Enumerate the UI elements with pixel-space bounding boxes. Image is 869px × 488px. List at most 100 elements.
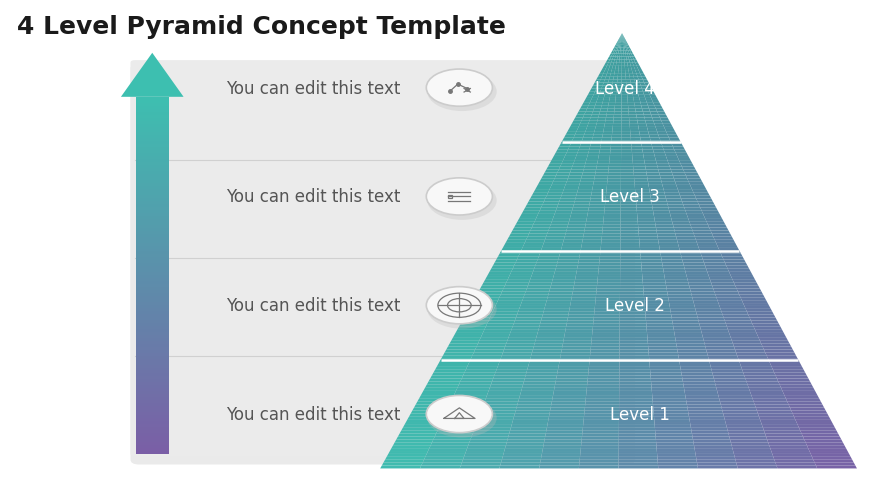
Polygon shape: [539, 179, 554, 182]
Polygon shape: [654, 225, 673, 228]
Polygon shape: [554, 211, 572, 214]
Polygon shape: [619, 329, 647, 332]
Polygon shape: [622, 37, 624, 40]
Polygon shape: [636, 89, 642, 92]
Polygon shape: [489, 315, 516, 318]
Polygon shape: [425, 385, 459, 387]
Polygon shape: [701, 257, 723, 260]
Polygon shape: [664, 130, 674, 133]
Polygon shape: [603, 81, 608, 83]
Polygon shape: [617, 40, 620, 43]
Polygon shape: [749, 318, 776, 321]
Polygon shape: [694, 454, 733, 457]
Polygon shape: [461, 376, 494, 379]
Polygon shape: [408, 413, 445, 416]
Polygon shape: [655, 162, 668, 164]
Polygon shape: [669, 306, 694, 309]
Polygon shape: [587, 373, 619, 376]
Polygon shape: [600, 109, 607, 112]
Polygon shape: [705, 347, 734, 350]
Polygon shape: [468, 361, 499, 364]
Polygon shape: [575, 272, 598, 274]
Polygon shape: [511, 269, 534, 272]
Polygon shape: [634, 109, 642, 112]
Polygon shape: [446, 347, 476, 350]
Polygon shape: [681, 167, 695, 170]
Polygon shape: [628, 118, 636, 121]
Bar: [136, 293, 169, 297]
Polygon shape: [567, 225, 585, 228]
Circle shape: [426, 287, 492, 324]
Polygon shape: [765, 353, 795, 356]
Polygon shape: [656, 451, 694, 454]
Polygon shape: [798, 428, 836, 431]
Polygon shape: [652, 118, 660, 121]
Text: Level 1: Level 1: [609, 405, 669, 423]
Bar: [136, 350, 169, 353]
Polygon shape: [674, 234, 693, 237]
Polygon shape: [541, 176, 555, 179]
Polygon shape: [614, 46, 617, 49]
Polygon shape: [607, 63, 611, 66]
Polygon shape: [746, 382, 779, 385]
Polygon shape: [567, 176, 581, 179]
Polygon shape: [628, 75, 633, 78]
Polygon shape: [616, 40, 619, 43]
Polygon shape: [629, 81, 634, 83]
Polygon shape: [693, 446, 732, 448]
Polygon shape: [577, 150, 588, 153]
Polygon shape: [619, 306, 644, 309]
Polygon shape: [686, 402, 720, 405]
Polygon shape: [634, 193, 650, 196]
Polygon shape: [734, 286, 759, 289]
Polygon shape: [647, 344, 676, 347]
Polygon shape: [741, 301, 766, 304]
Polygon shape: [653, 405, 687, 407]
Polygon shape: [506, 240, 526, 243]
Polygon shape: [423, 387, 457, 390]
Polygon shape: [729, 440, 767, 443]
Polygon shape: [559, 254, 580, 257]
Polygon shape: [696, 315, 723, 318]
Polygon shape: [476, 292, 501, 295]
Polygon shape: [612, 81, 617, 83]
Polygon shape: [541, 318, 567, 321]
Bar: [136, 160, 169, 163]
Polygon shape: [687, 280, 710, 283]
Polygon shape: [497, 364, 528, 367]
Polygon shape: [518, 254, 539, 257]
Polygon shape: [488, 318, 515, 321]
Polygon shape: [693, 234, 713, 237]
Polygon shape: [581, 434, 618, 437]
Polygon shape: [531, 353, 561, 356]
Polygon shape: [560, 196, 575, 199]
Polygon shape: [563, 136, 574, 139]
Polygon shape: [714, 295, 740, 298]
Polygon shape: [620, 170, 633, 173]
Polygon shape: [653, 416, 688, 419]
Polygon shape: [445, 410, 481, 413]
Polygon shape: [611, 55, 614, 57]
Polygon shape: [618, 43, 620, 46]
Polygon shape: [571, 167, 584, 170]
Polygon shape: [602, 98, 609, 101]
Polygon shape: [712, 373, 744, 376]
Bar: [136, 442, 169, 445]
Polygon shape: [680, 254, 701, 257]
Polygon shape: [728, 332, 757, 335]
Polygon shape: [640, 142, 651, 144]
Polygon shape: [631, 153, 642, 156]
Polygon shape: [580, 121, 589, 124]
Polygon shape: [620, 156, 632, 159]
Polygon shape: [599, 72, 604, 75]
Polygon shape: [546, 234, 565, 237]
Polygon shape: [577, 127, 587, 130]
Polygon shape: [649, 139, 660, 142]
Polygon shape: [690, 425, 726, 428]
Polygon shape: [715, 243, 735, 245]
Polygon shape: [713, 292, 739, 295]
Polygon shape: [651, 390, 684, 393]
Polygon shape: [620, 193, 635, 196]
Polygon shape: [732, 448, 771, 451]
Polygon shape: [572, 139, 582, 142]
